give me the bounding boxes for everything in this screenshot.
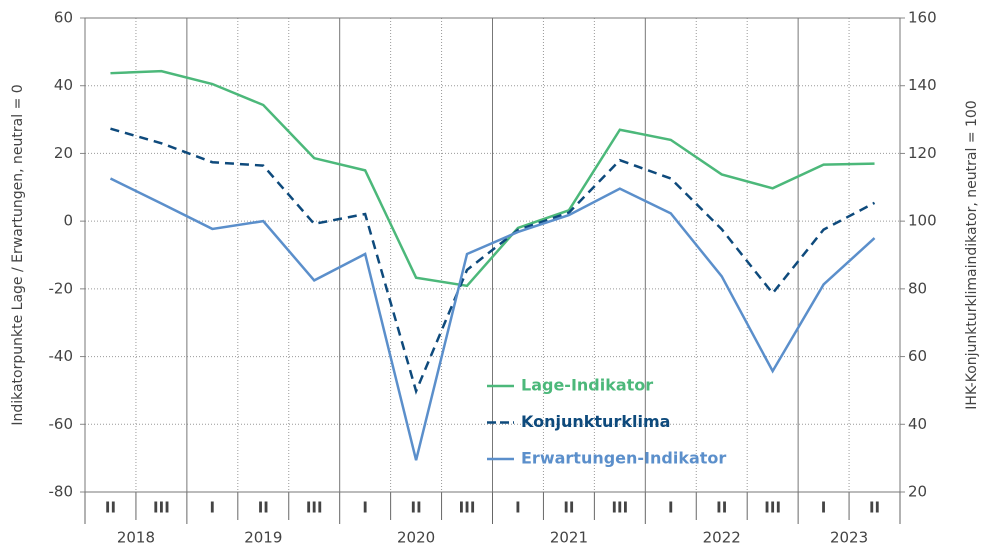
year-label: 2023 (830, 529, 868, 547)
series-line (110, 69, 875, 288)
y2-axis-label: IHK-Konjunkturklimaindikator, neutral = … (964, 100, 980, 409)
x-tick-label: II (411, 499, 422, 517)
x-tick-label: I (210, 499, 216, 517)
y2-tick-label: 60 (908, 347, 927, 365)
y-axis-label: Indikatorpunkte Lage / Erwartungen, neut… (10, 84, 26, 425)
year-label: 2019 (244, 529, 282, 547)
y2-tick-label: 160 (908, 9, 937, 27)
y2-tick-label: 20 (908, 483, 927, 501)
y-tick-label: -60 (49, 415, 74, 433)
series-line (110, 127, 876, 395)
x-tick-label: I (821, 499, 827, 517)
x-tick-label: II (869, 499, 880, 517)
y2-tick-label: 120 (908, 144, 937, 162)
year-label: 2022 (703, 529, 741, 547)
x-tick-label: II (563, 499, 574, 517)
y2-tick-label: 80 (908, 279, 927, 297)
y-tick-label: -20 (49, 279, 74, 297)
year-label: 2018 (117, 529, 155, 547)
x-tick-label: I (515, 499, 521, 517)
x-tick-label: III (611, 499, 628, 517)
y2-tick-label: 140 (908, 76, 937, 94)
x-tick-label: II (716, 499, 727, 517)
x-tick-label: III (764, 499, 781, 517)
y2-tick-label: 40 (908, 415, 927, 433)
legend-label: Konjunkturklima (521, 412, 670, 431)
series-line (109, 177, 876, 461)
y-tick-label: 40 (54, 76, 73, 94)
y-tick-label: -40 (49, 347, 74, 365)
plot-frame (84, 17, 901, 493)
year-label: 2021 (550, 529, 588, 547)
y-tick-label: 60 (54, 9, 73, 27)
y-tick-label: -80 (49, 483, 74, 501)
y-tick-label: 0 (63, 212, 73, 230)
x-tick-label: II (105, 499, 116, 517)
legend-label: Lage-Indikator (521, 376, 653, 395)
x-tick-label: III (459, 499, 476, 517)
x-tick-label: III (153, 499, 170, 517)
x-tick-label: II (258, 499, 269, 517)
legend-label: Erwartungen-Indikator (521, 449, 726, 468)
y2-tick-label: 100 (908, 212, 937, 230)
y-tick-label: 20 (54, 144, 73, 162)
x-tick-label: I (668, 499, 674, 517)
x-tick-label: I (362, 499, 368, 517)
year-label: 2020 (397, 529, 435, 547)
x-tick-label: III (306, 499, 323, 517)
